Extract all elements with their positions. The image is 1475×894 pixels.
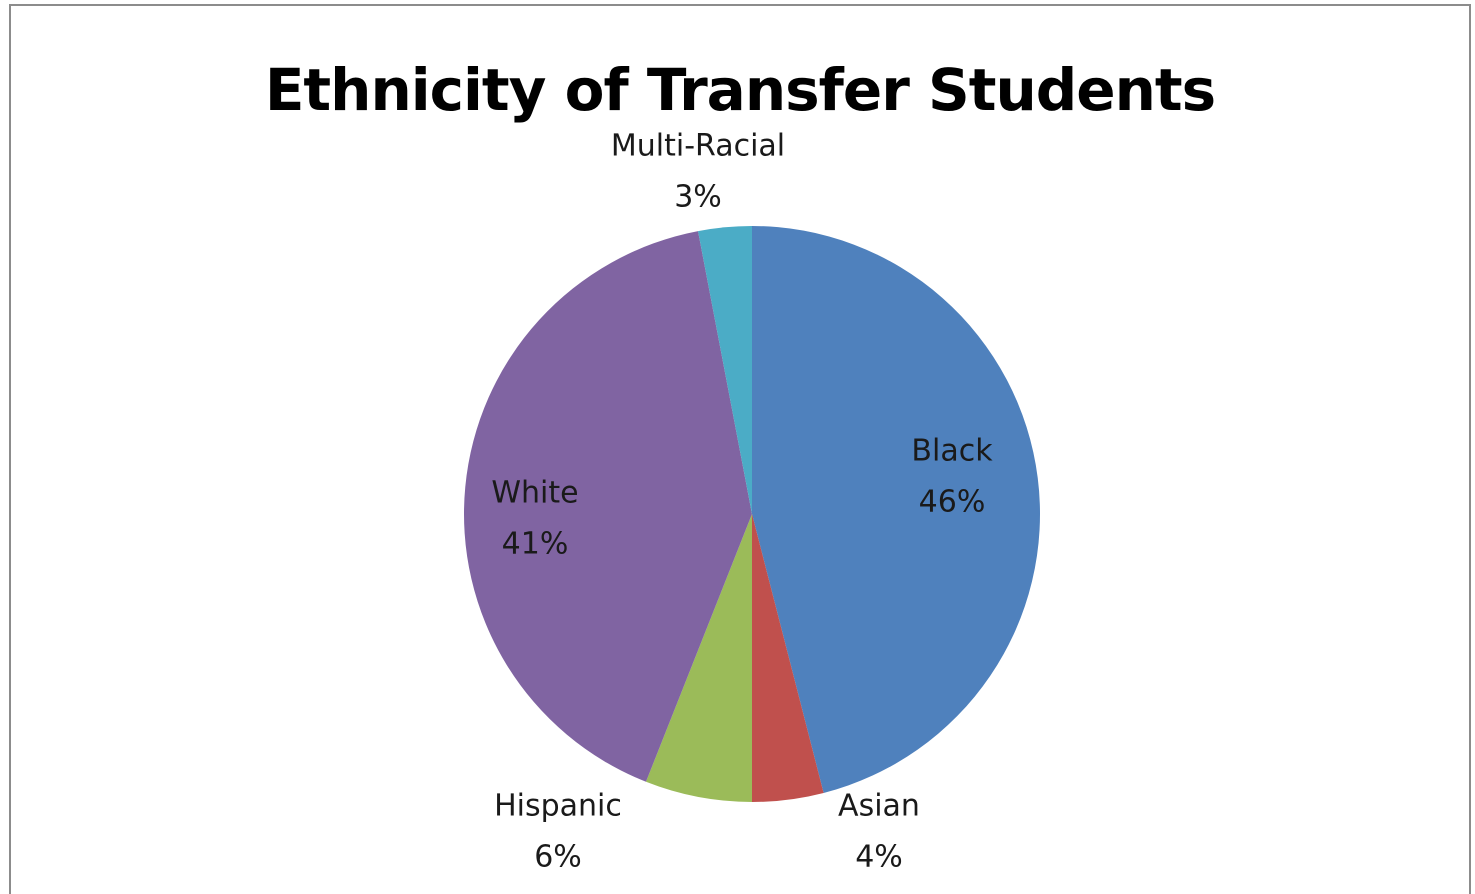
slice-label-value: 4% bbox=[855, 840, 903, 875]
slice-label-name: Hispanic bbox=[494, 789, 622, 824]
slice-labels: Black 46% Asian 4% Hispanic 6% White 41% Multi-R… bbox=[491, 129, 993, 875]
pie-slices bbox=[463, 226, 1041, 802]
slice-label-value: 6% bbox=[534, 840, 582, 875]
slice-label-name: Black bbox=[911, 434, 993, 469]
slice-label-name: White bbox=[491, 476, 578, 511]
slice-label-value: 3% bbox=[674, 180, 722, 215]
pie-slice-asian bbox=[752, 514, 824, 802]
slice-label-value: 41% bbox=[502, 527, 569, 562]
slice-label-name: Asian bbox=[838, 789, 920, 824]
slice-label-value: 46% bbox=[919, 485, 986, 520]
pie-slice-hispanic bbox=[645, 514, 752, 802]
slice-label-name: Multi-Racial bbox=[611, 129, 785, 164]
pie-slice-white bbox=[463, 231, 752, 782]
pie-slice-multi-racial bbox=[698, 226, 752, 514]
pie-slice-black bbox=[752, 226, 1041, 793]
chart-title: Ethnicity of Transfer Students bbox=[264, 56, 1216, 124]
